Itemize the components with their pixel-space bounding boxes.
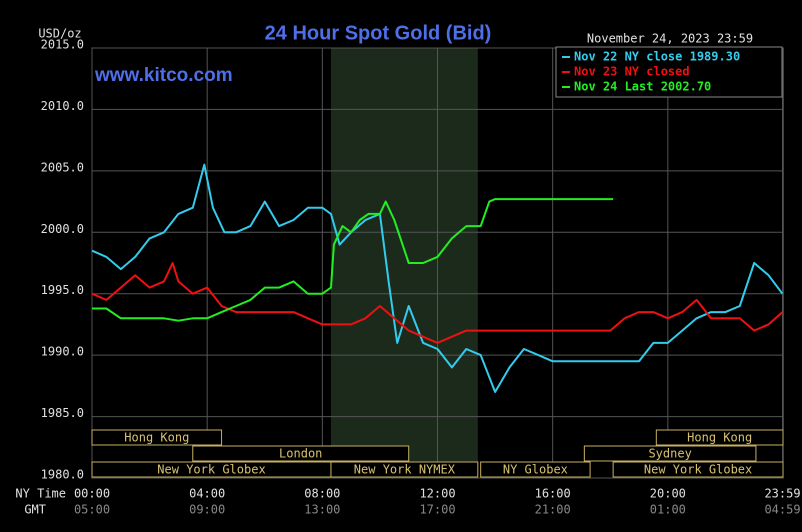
y-tick-label: 1980.0 — [41, 468, 84, 482]
x-tick-gmt-label: 17:00 — [419, 503, 455, 517]
x-tick-gmt-label: 01:00 — [650, 503, 686, 517]
legend-label: Nov 22 NY close 1989.30 — [574, 50, 740, 64]
session-bar — [583, 445, 757, 462]
legend-box — [555, 46, 783, 98]
session-bar — [192, 445, 410, 462]
session-bar — [480, 461, 591, 478]
y-tick-label: 1990.0 — [41, 345, 84, 359]
legend-label: Nov 24 Last 2002.70 — [574, 80, 711, 94]
y-tick-label: 2000.0 — [41, 222, 84, 236]
x-tick-label: 12:00 — [419, 487, 455, 501]
y-tick-label: 2015.0 — [41, 38, 84, 52]
y-tick-label: 2005.0 — [41, 160, 84, 174]
session-label: Hong Kong — [687, 431, 752, 445]
session-label: London — [279, 447, 322, 461]
session-label: New York NYMEX — [354, 463, 456, 477]
x-row2-label: GMT — [24, 503, 46, 517]
plot — [91, 47, 784, 479]
session-label: Sydney — [648, 447, 691, 461]
series-line — [91, 262, 784, 344]
watermark: www.kitco.com — [94, 65, 233, 86]
session-label: New York Globex — [157, 463, 265, 477]
session-bar — [655, 429, 784, 446]
x-tick-label: 00:00 — [74, 487, 110, 501]
x-tick-label: 08:00 — [304, 487, 340, 501]
y-tick-label: 2010.0 — [41, 99, 84, 113]
series-line — [92, 198, 614, 322]
x-tick-label: 16:00 — [535, 487, 571, 501]
session-label: NY Globex — [503, 463, 568, 477]
session-bar — [91, 429, 223, 446]
y-tick-label: 1985.0 — [41, 406, 84, 420]
x-tick-gmt-label: 05:00 — [74, 503, 110, 517]
session-label: New York Globex — [644, 463, 752, 477]
session-bar — [330, 461, 479, 478]
series-line — [91, 163, 784, 393]
x-tick-gmt-label: 21:00 — [535, 503, 571, 517]
y-unit: USD/oz — [38, 27, 81, 41]
x-tick-label: 23:59 — [764, 487, 800, 501]
date-label: November 24, 2023 23:59 — [587, 32, 753, 46]
chart-title: 24 Hour Spot Gold (Bid) — [265, 22, 492, 44]
session-label: Hong Kong — [124, 431, 189, 445]
x-tick-gmt-label: 09:00 — [189, 503, 225, 517]
x-tick-gmt-label: 04:59 — [764, 503, 800, 517]
x-tick-label: 04:00 — [189, 487, 225, 501]
legend-label: Nov 23 NY closed — [574, 65, 690, 79]
session-bar — [612, 461, 784, 478]
x-tick-label: 20:00 — [650, 487, 686, 501]
x-tick-gmt-label: 13:00 — [304, 503, 340, 517]
session-shade — [330, 48, 478, 478]
y-tick-label: 1995.0 — [41, 283, 84, 297]
x-row-label: NY Time — [15, 487, 66, 501]
